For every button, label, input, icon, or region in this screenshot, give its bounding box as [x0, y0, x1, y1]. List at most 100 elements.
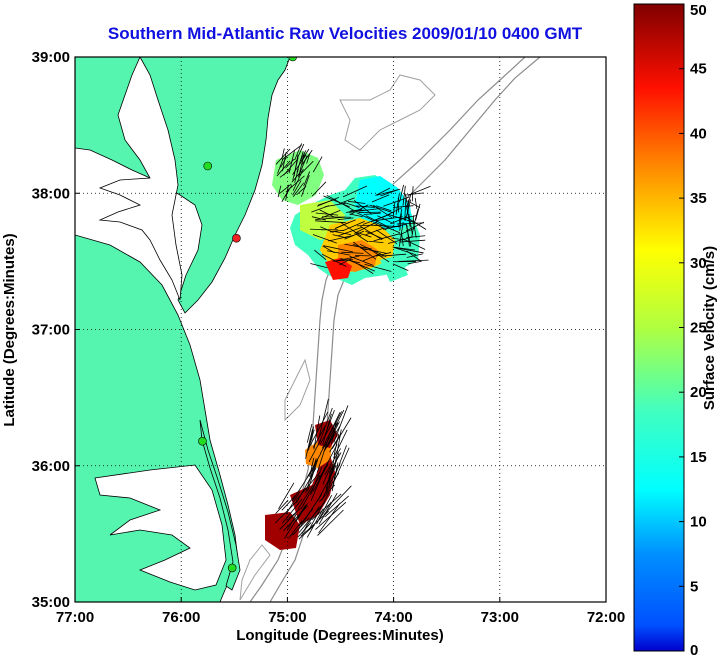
velocity-vector [319, 407, 333, 443]
velocity-vector [325, 467, 332, 493]
velocity-vector [281, 148, 285, 160]
velocity-vector [342, 185, 368, 198]
velocity-vector [404, 196, 407, 221]
velocity-vector [319, 398, 329, 436]
y-tick-label: 38:00 [32, 185, 70, 202]
velocity-vector [375, 205, 392, 212]
velocity-vector [312, 425, 326, 448]
velocity-vector [319, 502, 332, 519]
radar-station-marker [288, 57, 298, 62]
velocity-vector [334, 231, 352, 236]
velocity-vector [292, 154, 307, 175]
velocity-vector [399, 213, 402, 232]
colorbar-tick-label: 35 [690, 190, 707, 207]
velocity-vector [334, 447, 350, 481]
velocity-vector [401, 237, 426, 250]
radar-stations [198, 57, 298, 573]
velocity-vector [278, 482, 295, 510]
y-tick-label: 39:00 [32, 49, 70, 66]
velocity-vector [333, 445, 347, 479]
velocity-vector [296, 143, 305, 159]
velocity-vector [413, 222, 417, 238]
velocity-vector [371, 194, 390, 203]
velocity-vector [349, 213, 363, 218]
velocity-vector [356, 224, 373, 227]
velocity-vector [279, 183, 292, 194]
velocity-vector [401, 232, 404, 247]
velocity-vector [345, 208, 362, 213]
velocity-vector [294, 143, 302, 160]
velocity-vector [337, 217, 354, 221]
velocity-vector [408, 213, 413, 235]
velocity-vector [281, 494, 297, 511]
velocity-vector [395, 194, 400, 215]
velocity-vector [328, 234, 355, 242]
velocity-vector [392, 263, 409, 272]
colorbar-tick-label: 10 [690, 514, 707, 531]
bathymetry-contour-3 [339, 74, 436, 151]
velocity-vector [355, 233, 369, 243]
velocity-vector [311, 493, 342, 520]
x-tick-label: 74:00 [374, 609, 412, 626]
velocity-vector [303, 171, 311, 187]
velocity-vector [369, 204, 395, 214]
velocity-vector [315, 501, 347, 530]
velocity-vector [318, 492, 338, 525]
velocity-vector [293, 154, 299, 177]
velocity-vector [284, 504, 307, 539]
velocity-vector [292, 182, 305, 197]
velocity-vector [407, 199, 409, 213]
velocity-vector [398, 222, 404, 247]
velocity-vector [327, 452, 340, 482]
velocity-vector [375, 252, 392, 257]
velocity-vector [376, 188, 401, 196]
velocity-vector [320, 226, 334, 233]
velocity-vector [331, 421, 337, 445]
velocity-vector [332, 234, 348, 239]
velocity-vector [328, 411, 343, 437]
velocity-vector [312, 156, 323, 173]
velocity-vector [288, 520, 303, 539]
velocity-vector [377, 215, 395, 225]
radar-station-marker [198, 436, 207, 446]
velocity-vector [292, 180, 302, 196]
velocity-vector [297, 485, 314, 510]
velocity-vector [298, 501, 326, 534]
velocity-vector [326, 250, 351, 256]
colorbar-tick-label: 30 [690, 255, 707, 272]
velocity-vector [283, 505, 309, 532]
colorbar-label: Surface Velocity (cm/s) [701, 246, 718, 410]
velocity-vector [344, 243, 372, 250]
velocity-vector [334, 222, 350, 230]
velocity-vector [316, 436, 330, 473]
velocity-vector [326, 430, 336, 448]
radar-station-marker [203, 161, 213, 171]
x-axis-label: Longitude (Degrees:Minutes) [236, 627, 444, 644]
velocity-vector [404, 192, 424, 196]
velocity-vector [310, 467, 326, 501]
velocity-vector [349, 255, 374, 266]
velocity-vector [286, 508, 301, 521]
velocity-vector [298, 524, 315, 540]
velocity-vector [375, 222, 401, 234]
velocity-vector [399, 239, 426, 243]
x-tick-label: 77:00 [56, 609, 94, 626]
x-tick-label: 76:00 [162, 609, 200, 626]
velocity-vector [347, 259, 376, 272]
velocity-vector [407, 185, 431, 196]
y-axis-ticks: 35:00 36:00 37:00 38:00 39:00 [32, 49, 80, 611]
velocity-vector [300, 474, 321, 510]
velocity-vector [321, 412, 341, 449]
velocity-vector [298, 508, 314, 527]
velocity-vector [398, 259, 429, 262]
velocity-vector [311, 181, 327, 197]
velocity-vector [333, 405, 349, 443]
velocity-vector [300, 523, 315, 537]
velocity-vector [282, 152, 287, 172]
velocity-vector [323, 245, 354, 253]
velocity-vector [407, 200, 421, 208]
pamlico-sound [94, 464, 227, 591]
velocity-vector [405, 224, 412, 247]
colorbar-tick-label: 50 [690, 2, 707, 19]
velocity-vector [356, 212, 373, 221]
